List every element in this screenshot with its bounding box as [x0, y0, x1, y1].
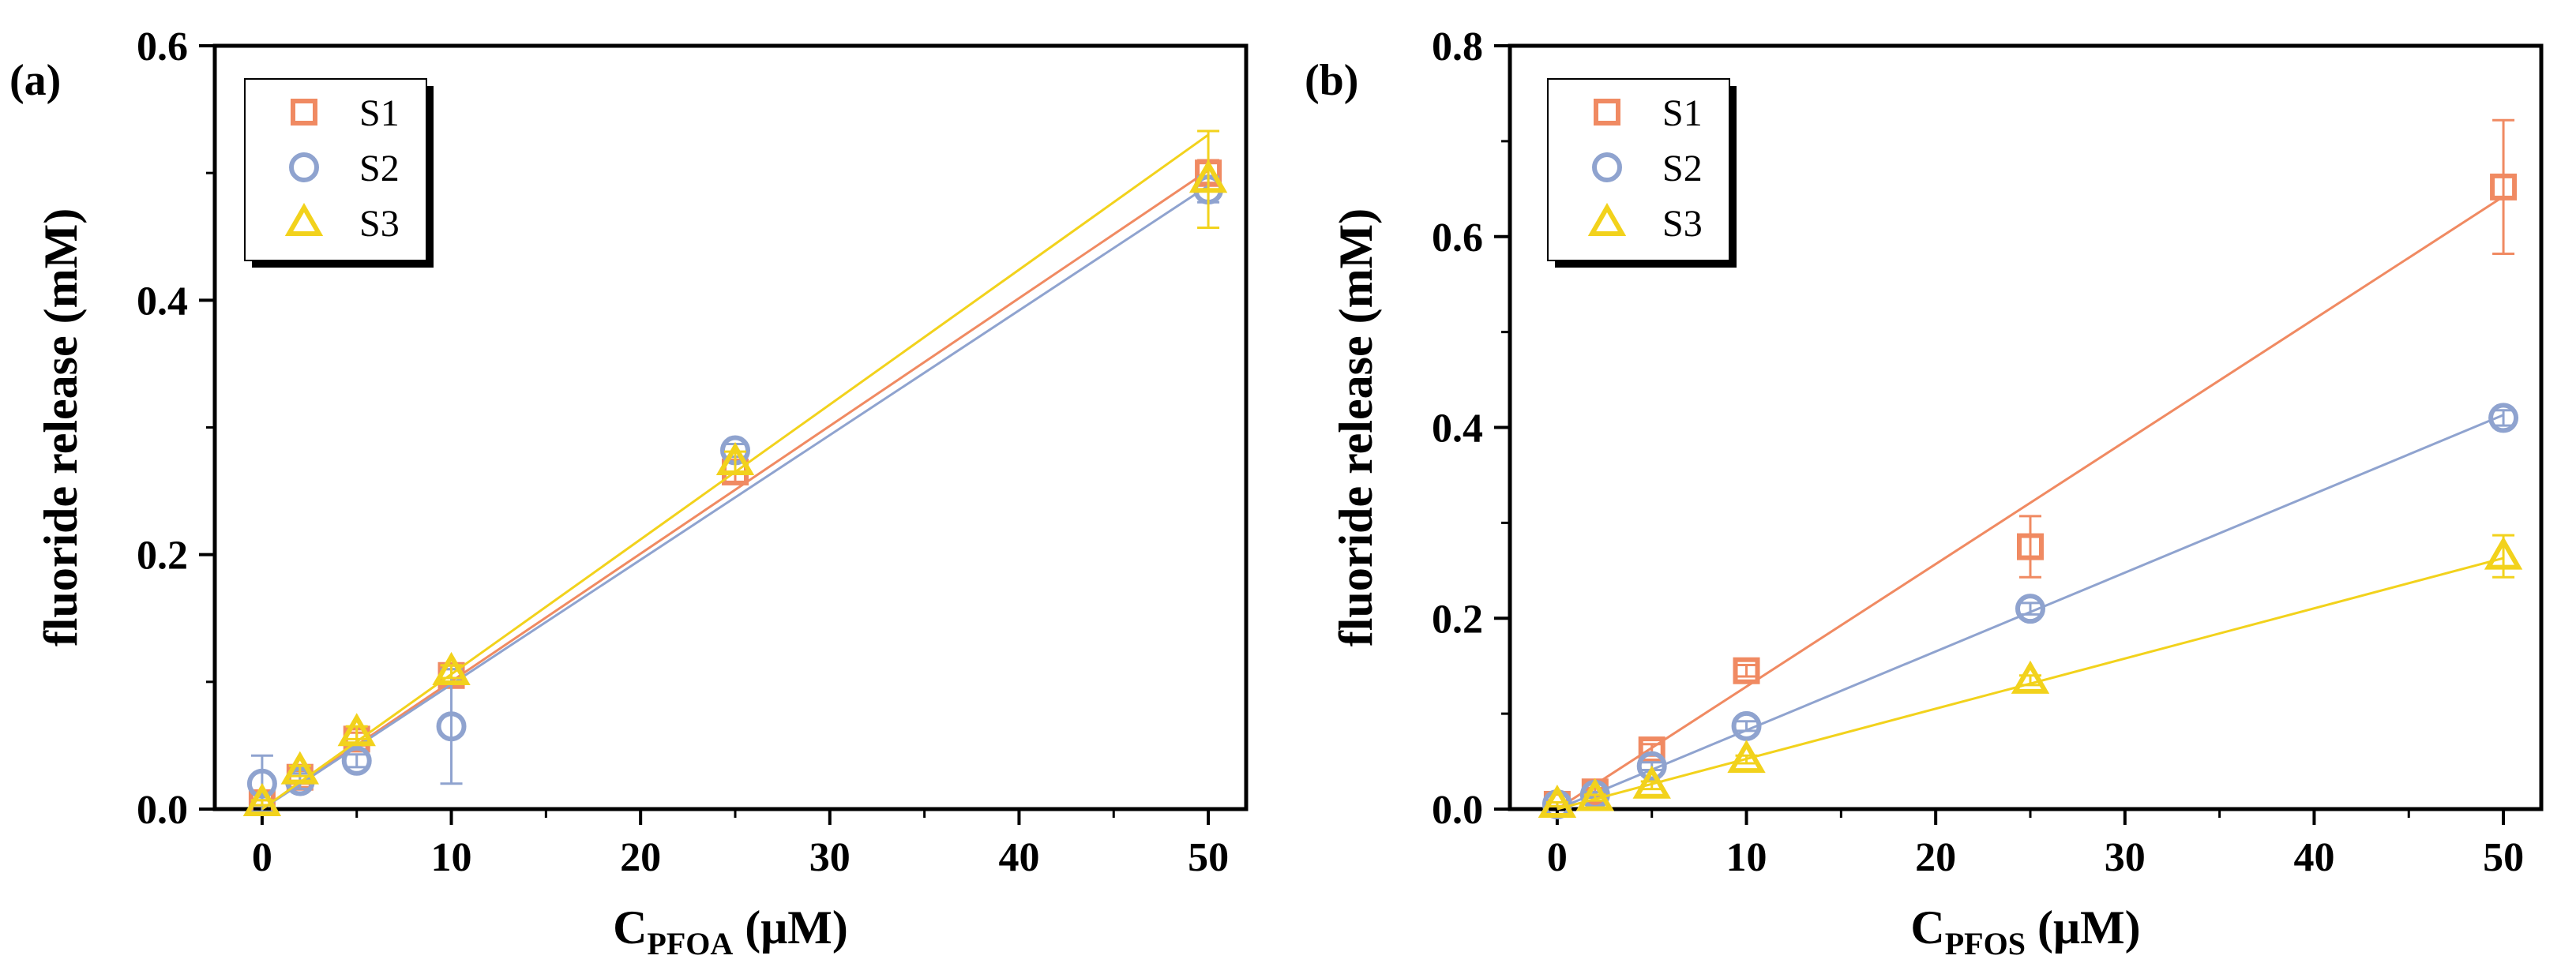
- legend-box: [244, 78, 427, 261]
- legend-marker-s3: [1587, 202, 1627, 236]
- y-tick-label: 0.6: [137, 24, 188, 69]
- point-s3: [337, 713, 376, 747]
- y-tick-label: 0.4: [137, 279, 188, 324]
- point-s1: [2016, 533, 2044, 560]
- point-s1: [2490, 173, 2518, 200]
- y-tick-label: 0.0: [137, 788, 188, 833]
- point-s1: [1733, 657, 1760, 684]
- legend: S1 S2 S3: [244, 78, 434, 268]
- point-s2: [1731, 710, 1762, 741]
- legend-label-s3: S3: [359, 203, 400, 245]
- legend-label-s3: S3: [1662, 203, 1703, 245]
- chart-panel-b: 0 10 20 30 40 50 0.0 0.2 0.4 0.6 0.8 CPFOS (μM) fluo…: [1305, 24, 2544, 961]
- x-tick-label: 20: [620, 835, 661, 880]
- legend-label-s1: S1: [359, 92, 400, 134]
- y-tick-label: 0.2: [137, 534, 188, 579]
- legend-marker-s2: [1592, 152, 1622, 182]
- point-s3: [1575, 778, 1615, 811]
- y-tick-label: 0.6: [1432, 215, 1483, 260]
- point-s3: [2484, 536, 2523, 570]
- point-s2: [1636, 751, 1667, 781]
- x-tick-label: 40: [998, 835, 1039, 880]
- point-s3: [715, 442, 755, 476]
- x-tick-label: 30: [2105, 835, 2146, 880]
- chart-panel-a: 0 10 20 30 40 50 0.0 0.2 0.4 0.6 CPFOA (μM) fluorid…: [9, 24, 1249, 961]
- y-tick-label: 0.8: [1432, 24, 1483, 69]
- error-bar-s1: [2492, 118, 2515, 256]
- legend-label-s1: S1: [1662, 92, 1703, 134]
- x-tick-label: 0: [1547, 835, 1568, 880]
- point-s3: [1188, 159, 1228, 193]
- fit-line-s1: [1556, 195, 2504, 811]
- point-s2: [246, 768, 277, 799]
- point-s3: [280, 751, 320, 785]
- y-axis-title: fluoride release (mM): [35, 208, 87, 646]
- point-s1: [1638, 736, 1665, 764]
- x-tick-label: 20: [1915, 835, 1956, 880]
- x-axis-title: CPFOA (μM): [613, 901, 848, 961]
- panel-label: (a): [9, 56, 61, 105]
- point-s3: [1538, 784, 1577, 818]
- fit-line-s1: [261, 169, 1209, 811]
- x-tick-label: 50: [1188, 835, 1229, 880]
- legend-marker-s3: [284, 202, 324, 236]
- y-tick-label: 0.2: [1432, 597, 1483, 642]
- x-tick-label: 10: [1726, 835, 1767, 880]
- point-s2: [2015, 594, 2045, 624]
- x-tick-label: 10: [431, 835, 472, 880]
- y-tick-label: 0.0: [1432, 788, 1483, 833]
- point-s2: [436, 711, 467, 742]
- fit-line-s2: [261, 185, 1209, 811]
- legend: S1 S2 S3: [1547, 78, 1737, 268]
- legend-marker-s2: [289, 152, 319, 182]
- point-s2: [2488, 403, 2519, 433]
- x-tick-label: 40: [2293, 835, 2334, 880]
- error-bar-s1: [2018, 515, 2041, 579]
- x-tick-label: 30: [809, 835, 851, 880]
- error-bar-s2: [2018, 601, 2041, 616]
- error-bar-s1: [1735, 663, 1758, 678]
- x-axis-title: CPFOS (μM): [1910, 901, 2140, 961]
- y-axis-title: fluoride release (mM): [1330, 208, 1382, 646]
- point-s3: [2011, 660, 2050, 694]
- legend-box: [1547, 78, 1730, 261]
- x-tick-label: 50: [2483, 835, 2524, 880]
- point-s3: [242, 782, 282, 816]
- point-s3: [1727, 740, 1766, 774]
- point-s2: [341, 745, 372, 776]
- legend-marker-s1: [291, 99, 317, 126]
- error-bar-s2: [345, 753, 368, 769]
- point-s3: [1632, 765, 1671, 799]
- error-bar-s2: [1735, 720, 1758, 733]
- y-tick-label: 0.4: [1432, 407, 1483, 452]
- point-s3: [432, 651, 471, 685]
- x-tick-label: 0: [252, 835, 272, 880]
- panel-label: (b): [1305, 56, 1358, 105]
- legend-label-s2: S2: [359, 148, 400, 189]
- legend-marker-s1: [1594, 99, 1620, 126]
- legend-label-s2: S2: [1662, 148, 1703, 189]
- error-bar-s3: [1197, 129, 1220, 229]
